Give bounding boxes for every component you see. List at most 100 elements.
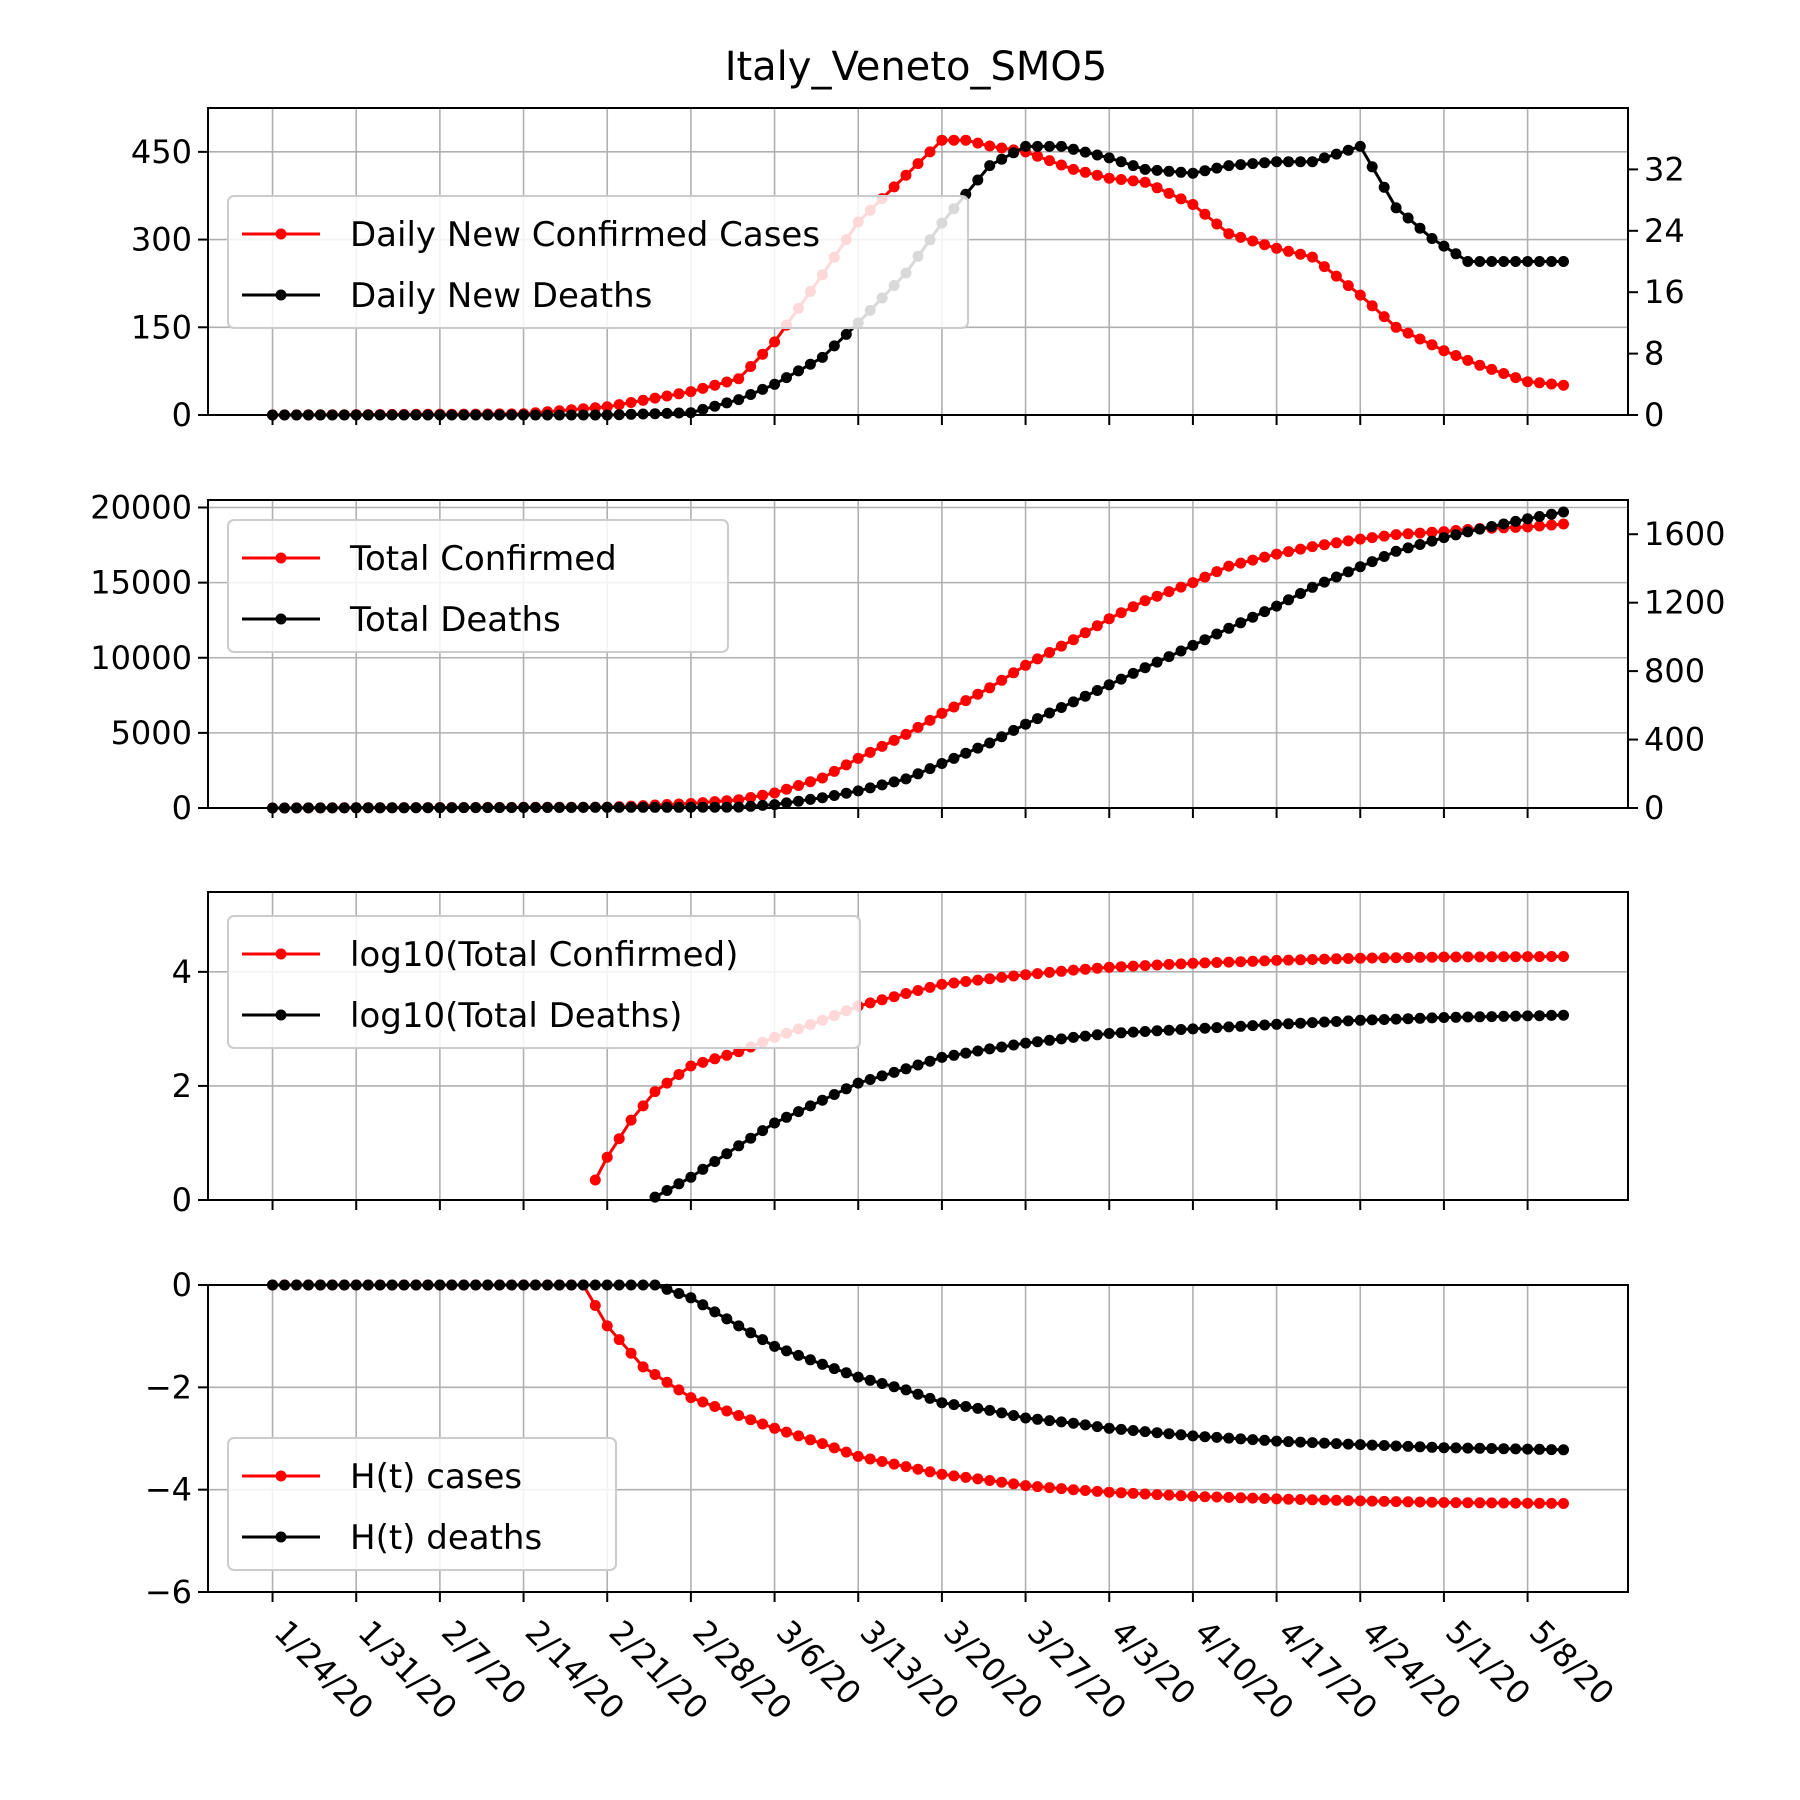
- data-point: [840, 1446, 852, 1458]
- data-point: [625, 397, 637, 408]
- data-point: [721, 1405, 733, 1417]
- data-point: [1426, 1012, 1438, 1024]
- data-point: [1235, 231, 1247, 243]
- data-point: [804, 793, 816, 805]
- data-point: [984, 1043, 996, 1055]
- x-tick-label: 5/8/20: [1522, 1613, 1622, 1713]
- data-point: [912, 158, 924, 170]
- data-point: [1498, 951, 1510, 963]
- data-point: [1330, 953, 1342, 965]
- data-point: [840, 787, 852, 799]
- data-point: [649, 392, 661, 404]
- data-point: [1330, 1016, 1342, 1027]
- data-point: [1008, 147, 1020, 159]
- data-point: [1318, 953, 1330, 965]
- data-point: [649, 408, 661, 420]
- data-point: [1522, 1010, 1534, 1022]
- data-point: [1402, 327, 1414, 339]
- data-point: [757, 1125, 769, 1137]
- data-point: [972, 1402, 984, 1414]
- data-point: [1079, 627, 1091, 639]
- y-right-tick-label: 0: [1644, 396, 1664, 434]
- data-point: [1318, 1494, 1330, 1506]
- data-point: [996, 142, 1008, 154]
- data-point: [1223, 956, 1235, 968]
- data-point: [1175, 166, 1187, 178]
- data-point: [1474, 951, 1486, 963]
- data-point: [1438, 532, 1450, 544]
- legend: H(t) cases H(t) deaths: [227, 1437, 617, 1571]
- data-point: [673, 1384, 685, 1396]
- data-point: [613, 1133, 625, 1145]
- data-point: [1127, 667, 1139, 679]
- data-point: [1103, 172, 1115, 184]
- data-point: [840, 759, 852, 771]
- data-point: [1271, 156, 1283, 168]
- data-point: [1474, 523, 1486, 535]
- data-point: [1163, 586, 1175, 598]
- data-point: [733, 1410, 745, 1421]
- data-point: [1318, 1016, 1330, 1028]
- data-point: [816, 1094, 828, 1106]
- data-point: [1079, 1419, 1091, 1431]
- data-point: [781, 1111, 792, 1123]
- y-right-tick-label: 32: [1644, 150, 1685, 188]
- data-point: [1020, 1480, 1032, 1492]
- data-point: [1259, 157, 1271, 169]
- data-point: [1546, 1497, 1557, 1509]
- y-tick-label: −2: [145, 1368, 192, 1406]
- data-point: [1366, 1014, 1378, 1026]
- data-point: [1151, 590, 1163, 602]
- data-point: [1008, 724, 1020, 736]
- data-point: [757, 383, 769, 395]
- data-point: [697, 1163, 709, 1175]
- data-point: [709, 1306, 721, 1318]
- data-point: [1020, 1037, 1032, 1049]
- data-point: [709, 1156, 721, 1167]
- data-point: [1414, 1012, 1426, 1024]
- data-point: [1283, 954, 1294, 966]
- data-point: [721, 1148, 733, 1160]
- data-point: [876, 1378, 888, 1389]
- data-point: [960, 976, 972, 987]
- data-point: [1402, 212, 1414, 224]
- data-point: [1044, 1034, 1055, 1046]
- data-point: [1020, 1412, 1032, 1424]
- data-point: [960, 134, 972, 146]
- data-point: [1067, 964, 1079, 976]
- data-point: [888, 734, 900, 746]
- legend-box: [227, 195, 969, 329]
- data-point: [661, 390, 673, 402]
- data-point: [1342, 566, 1354, 578]
- data-point: [1079, 690, 1091, 702]
- data-point: [697, 1396, 709, 1408]
- data-point: [721, 1313, 733, 1325]
- data-point: [1330, 270, 1342, 282]
- y-tick-label: 0: [172, 1181, 192, 1219]
- data-point: [864, 1074, 876, 1085]
- data-point: [1211, 566, 1223, 578]
- data-point: [1055, 1033, 1067, 1045]
- data-point: [1008, 1478, 1020, 1490]
- data-point: [1211, 218, 1223, 230]
- data-point: [661, 407, 673, 419]
- data-point: [804, 1100, 816, 1112]
- data-point: [745, 800, 757, 812]
- data-point: [828, 1363, 840, 1375]
- data-point: [1330, 1438, 1342, 1450]
- data-point: [1199, 1022, 1211, 1034]
- data-point: [1032, 150, 1043, 162]
- y-right-tick-label: 16: [1644, 273, 1685, 311]
- data-point: [1151, 1025, 1163, 1037]
- data-point: [1558, 506, 1569, 518]
- data-point: [1067, 634, 1079, 646]
- data-point: [1223, 228, 1235, 240]
- data-point: [1235, 1492, 1247, 1504]
- data-point: [960, 695, 972, 707]
- data-point: [1486, 951, 1498, 963]
- data-point: [1462, 256, 1474, 267]
- data-point: [924, 763, 936, 775]
- data-point: [1414, 527, 1426, 539]
- data-point: [1486, 256, 1498, 267]
- data-point: [1079, 1485, 1091, 1496]
